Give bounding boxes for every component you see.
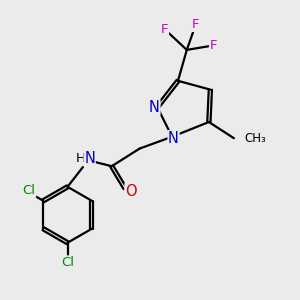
Text: N: N (149, 100, 160, 115)
Text: F: F (192, 18, 200, 32)
Text: F: F (161, 23, 169, 36)
Text: N: N (84, 151, 95, 166)
Text: O: O (125, 184, 137, 199)
Text: H: H (75, 152, 85, 165)
Text: Cl: Cl (61, 256, 74, 269)
Text: Cl: Cl (22, 184, 36, 197)
Text: N: N (168, 131, 179, 146)
Text: CH₃: CH₃ (244, 132, 266, 145)
Text: F: F (210, 39, 217, 52)
